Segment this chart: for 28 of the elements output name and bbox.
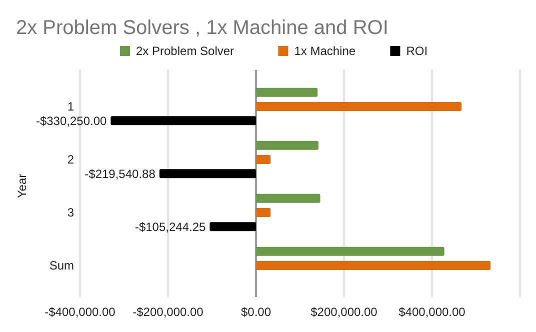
bar (256, 140, 318, 150)
x-tick-label: -$400,000.00 (44, 305, 116, 319)
bar (256, 155, 271, 164)
x-tick-label: $400,000.00 (398, 305, 466, 319)
data-label: -$330,250.00 (36, 114, 108, 128)
legend-label: ROI (406, 44, 428, 58)
x-tick-label: $200,000.00 (310, 305, 378, 319)
legend-label: 1x Machine (294, 44, 356, 58)
bar (256, 102, 462, 111)
chart-title: 2x Problem Solvers , 1x Machine and ROI (16, 17, 388, 39)
y-axis-title: Year (15, 174, 29, 198)
bar (210, 222, 256, 232)
bar (256, 246, 444, 256)
y-tick-label: 1 (67, 100, 74, 114)
data-label: -$219,540.88 (84, 166, 156, 181)
y-tick-label: 3 (67, 206, 74, 220)
bar (256, 88, 318, 97)
x-tick-label: $0.00 (240, 305, 272, 319)
bar (110, 116, 256, 126)
data-label: -$105,244.25 (134, 220, 206, 234)
bar (256, 208, 271, 217)
bar (256, 261, 491, 270)
y-tick-label: 2 (67, 152, 74, 167)
x-tick-label: -$200,000.00 (132, 305, 204, 319)
bar (159, 169, 256, 178)
bar (256, 194, 320, 203)
legend-label: 2x Problem Solver (136, 44, 234, 58)
y-tick-label: Sum (49, 258, 74, 273)
